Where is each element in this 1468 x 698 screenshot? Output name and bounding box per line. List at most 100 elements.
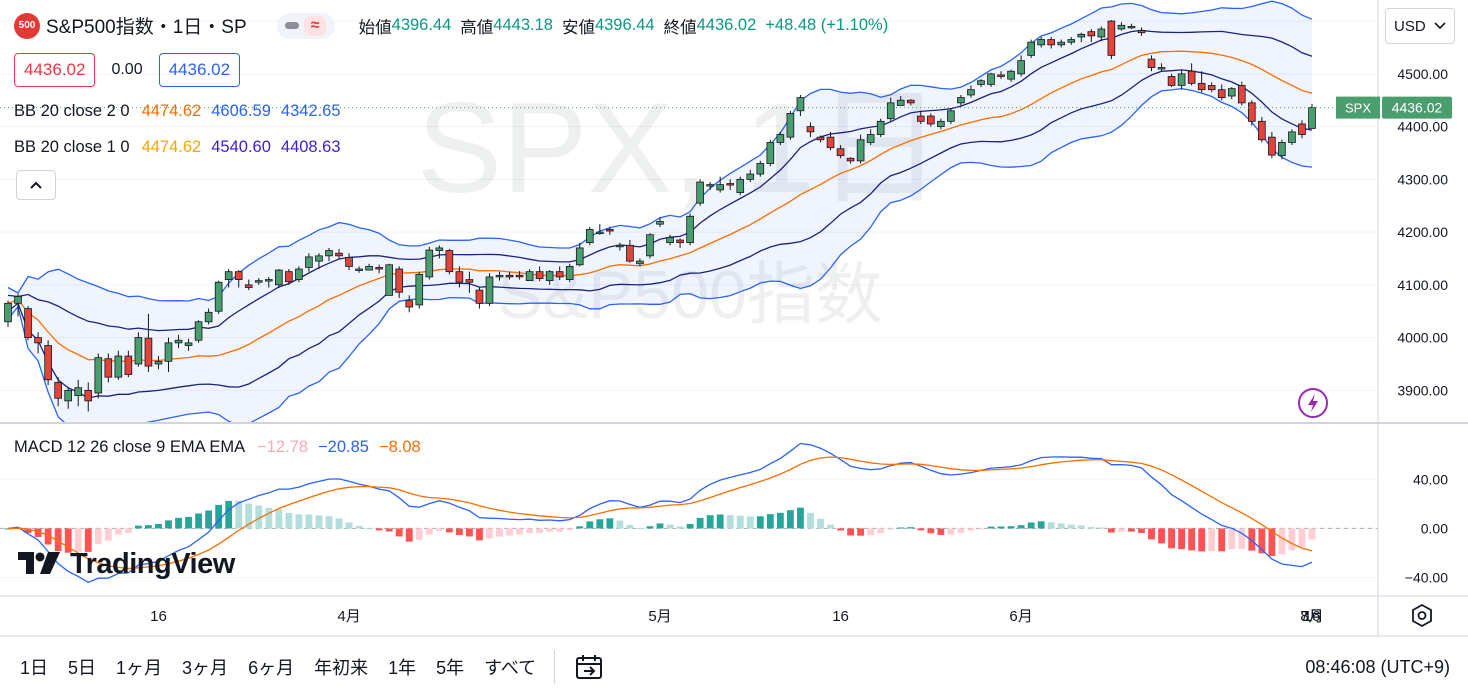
candle-body [636,260,644,265]
clock-timezone[interactable]: 08:46:08 (UTC+9) [1305,656,1450,677]
range-1y[interactable]: 1年 [388,658,417,678]
macd-hist-bar [305,514,313,529]
line-style-icon[interactable] [285,22,300,29]
macd-hist-bar [1158,528,1165,544]
macd-hist-bar [54,528,62,552]
last-price-tag-bg [1382,96,1452,119]
candle-body [1298,123,1306,135]
macd-hist-bar [626,524,634,529]
legend-overlay: 500 S&P500指数・1日・SP ≈ 始値 4396.44 高値 4443.18… [0,0,1380,456]
lightning-icon[interactable] [1298,388,1328,418]
candle-body [104,358,113,378]
macd-hist-bar [1107,528,1115,533]
candle-body [1127,25,1136,29]
candle-body [1248,102,1256,122]
candle-body [164,342,173,362]
candle-body [535,271,544,279]
candle-body [345,257,353,267]
macd-hist-bar [1258,528,1266,554]
candle-body [435,247,444,251]
symbol-title[interactable]: S&P500指数・1日・SP [46,17,247,38]
macd-hist-bar [486,528,493,539]
quote-row: 4436.02 0.00 4436.02 [14,53,241,87]
change-value: +48.48 (+1.10%) [765,16,889,34]
wave-style-icon[interactable]: ≈ [304,15,327,36]
macd-hist-bar [74,528,82,552]
macd-hist-bar [375,528,383,531]
candle-body [134,337,143,365]
macd-hist-bar [817,518,824,529]
open-label: 始値 [358,18,392,37]
range-5d[interactable]: 5日 [68,658,97,678]
bb1-upper: 4540.60 [211,138,271,156]
price-tick-label: 4000.00 [1397,330,1448,346]
candle-body [896,99,905,106]
macd-hist-bar [1238,528,1246,549]
candle-body [495,274,504,278]
settings-hex-outline [1412,603,1432,628]
bb2-lower-line [7,87,1313,422]
bb1-legend[interactable]: BB 20 close 1 0 4474.62 4540.60 4408.63 [14,138,351,157]
macd-hist-bar [466,528,473,537]
sell-price-box[interactable]: 4436.02 [14,53,96,87]
macd-hist-bar [1178,528,1186,550]
bb2-band-fill [8,1,1312,422]
macd-hist-value: −12.78 [257,438,309,456]
macd-line-value: −20.85 [318,438,369,456]
macd-hist-bar [325,516,333,529]
settings-hex-icon[interactable] [1412,603,1432,628]
macd-hist-bar [726,515,734,529]
macd-hist-bar [145,525,152,529]
candle-body [987,73,995,85]
bb2-legend[interactable]: BB 20 close 2 0 4474.62 4606.59 4342.65 [14,102,351,121]
macd-hist-bar [1017,525,1025,529]
macd-hist-bar [506,528,513,536]
tradingview-logo[interactable]: TradingView [18,548,235,581]
candle-body [706,184,714,187]
range-3m[interactable]: 3ヶ月 [182,658,229,678]
candle-body [335,252,343,257]
macd-hist-bar [1298,528,1306,547]
candle-body [545,271,554,282]
goto-date-icon[interactable] [575,653,605,681]
macd-legend[interactable]: MACD 12 26 close 9 EMA EMA −12.78 −20.85… [14,438,431,457]
chart-style-toggle[interactable]: ≈ [276,12,335,39]
macd-hist-bar [606,518,614,529]
macd-hist-bar [536,528,544,533]
macd-hist-bar [155,523,162,529]
bb2-basis: 4474.62 [141,102,202,120]
candle-body [415,273,424,306]
candle-body [14,296,22,304]
macd-hist-bar [365,528,373,530]
range-all[interactable]: すべて [484,658,537,678]
macd-hist-bar [1077,525,1085,529]
price-tick-label: 4400.00 [1397,119,1448,135]
macd-hist-bar [776,512,784,529]
macd-hist-bar [445,528,453,533]
candle-body [144,337,153,367]
macd-hist-bar [44,528,52,545]
collapse-legend-button[interactable] [16,170,56,200]
currency-select[interactable]: USD [1385,8,1455,44]
candle-body [295,268,303,280]
range-5y[interactable]: 5年 [436,658,465,678]
macd-hist-bar [756,516,764,529]
candle-body [24,308,32,338]
macd-hist-bar [676,526,684,529]
candle-body [937,120,945,127]
macd-hist-bar [636,528,644,530]
macd-pane [0,442,1378,584]
candle-body [656,221,664,225]
range-6m[interactable]: 6ヶ月 [248,658,295,678]
range-1m[interactable]: 1ヶ月 [116,658,163,678]
candle-body [455,271,464,283]
range-ytd[interactable]: 年初来 [314,658,369,678]
range-1d[interactable]: 1日 [20,658,49,678]
macd-hist-bar [1128,528,1135,532]
currency-label: USD [1394,17,1426,35]
macd-hist-bar [1198,528,1206,552]
candle-body [997,74,1005,77]
buy-price-box[interactable]: 4436.02 [158,53,241,87]
candle-body [385,264,393,296]
